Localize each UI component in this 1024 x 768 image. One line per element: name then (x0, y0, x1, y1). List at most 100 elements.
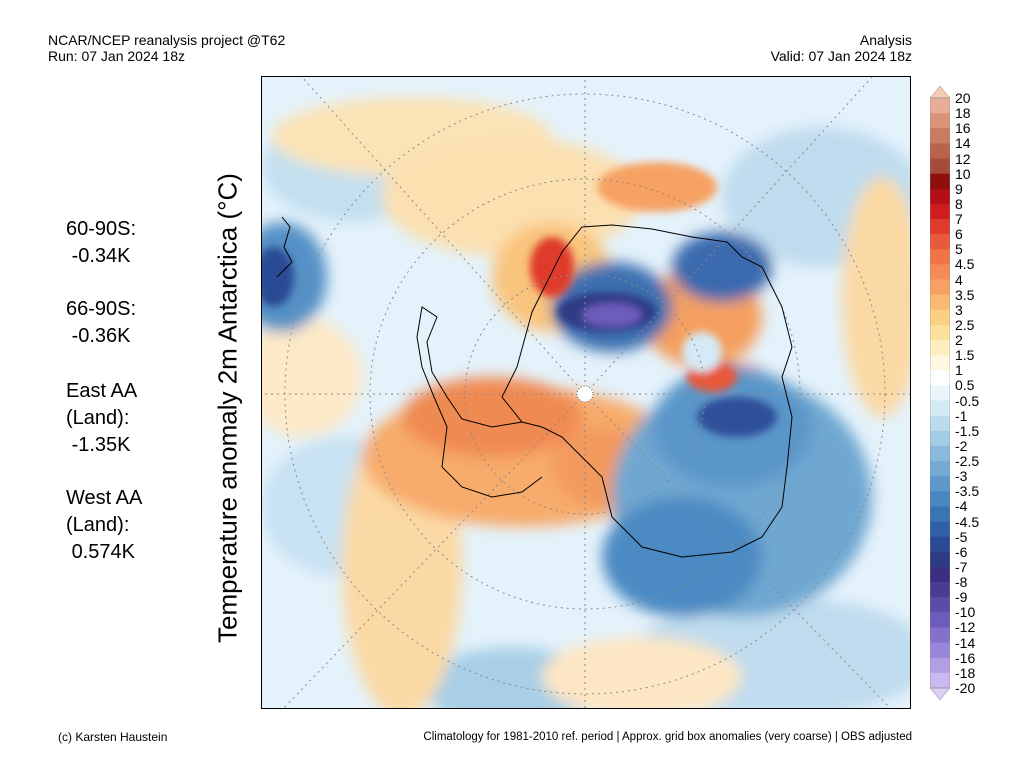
model-title: NCAR/NCEP reanalysis project @T62 (48, 32, 286, 48)
colorbar-tick-label: -6 (955, 543, 968, 560)
colorbar-cell (930, 415, 950, 432)
colorbar-cell (930, 340, 950, 356)
colorbar-tick-label: 9 (955, 180, 963, 197)
colorbar-tick-label: 18 (955, 105, 971, 122)
colorbar-cell (930, 203, 950, 220)
credit-text: (c) Karsten Haustein (58, 730, 168, 744)
stat-60-90s: 60-90S: -0.34K (66, 216, 136, 270)
colorbar-tick-label: 7 (955, 211, 963, 228)
colorbar-tick-label: -4.5 (955, 513, 980, 530)
colorbar-tick-label: -7 (955, 558, 968, 575)
colorbar-tick-label: -2.5 (955, 453, 980, 470)
colorbar-tick-label: -10 (955, 604, 976, 621)
colorbar-cell (930, 370, 950, 386)
colorbar-tick-label: -3 (955, 468, 968, 485)
analysis-label: Analysis (859, 32, 912, 48)
colorbar-cell (930, 385, 950, 401)
colorbar-tick-label: -3.5 (955, 483, 980, 500)
colorbar-cell (930, 143, 950, 159)
colorbar-tick-label: 5 (955, 241, 963, 258)
colorbar (930, 86, 950, 700)
colorbar-cell (930, 551, 950, 568)
colorbar-tick-label: -4 (955, 498, 968, 515)
anomaly-map (261, 76, 911, 709)
colorbar-cell (930, 264, 950, 280)
colorbar-cell (930, 597, 950, 613)
map-axis-title: Temperature anomaly 2m Antarctica (°C) (212, 173, 243, 643)
colorbar-cell (930, 582, 950, 598)
colorbar-tick-label: -18 (955, 664, 976, 681)
colorbar-tick-label: -14 (955, 634, 976, 651)
colorbar-tick-label: 16 (955, 120, 971, 137)
colorbar-tick-label: -12 (955, 619, 976, 636)
colorbar-cell (930, 234, 950, 250)
climatology-note: Climatology for 1981-2010 ref. period | … (423, 731, 912, 743)
colorbar-tick-label: 12 (955, 150, 971, 167)
colorbar-cell (930, 324, 950, 341)
colorbar-tick-label: -0.5 (955, 392, 980, 409)
colorbar-cell (930, 672, 950, 689)
south-america-coastline (276, 216, 293, 278)
colorbar-tick-label: -9 (955, 589, 968, 606)
colorbar-cell (930, 173, 950, 190)
colorbar-cell (930, 309, 950, 326)
stat-east-aa: East AA (Land): -1.35K (66, 378, 137, 459)
colorbar-tick-label: 10 (955, 165, 971, 182)
stat-west-aa: West AA (Land): 0.574K (66, 485, 142, 566)
colorbar-tick-label: 1.5 (955, 347, 975, 364)
anomaly-shading (262, 97, 910, 708)
colorbar-tick-label: -16 (955, 649, 976, 666)
south-pole-marker (576, 385, 594, 403)
colorbar-top-arrow (930, 86, 950, 99)
stat-label: 60-90S: (66, 218, 137, 240)
colorbar-cell (930, 113, 950, 129)
colorbar-tick-label: 2 (955, 332, 963, 349)
colorbar-cell (930, 566, 950, 583)
colorbar-tick-label: 6 (955, 226, 963, 243)
anomaly-extremes (262, 162, 777, 437)
colorbar-tick-label: 2.5 (955, 316, 975, 333)
stat-value: -0.34K (71, 245, 131, 267)
colorbar-cell (930, 491, 950, 507)
colorbar-tick-label: -5 (955, 528, 968, 545)
stat-label: 66-90S: (66, 298, 137, 320)
colorbar-tick-label: 14 (955, 135, 971, 152)
colorbar-cell (930, 506, 950, 522)
stat-label: East AA (Land): (66, 380, 138, 429)
colorbar-cell (930, 445, 950, 462)
colorbar-cell (930, 612, 950, 628)
colorbar-cell (930, 400, 950, 416)
colorbar-tick-label: 8 (955, 195, 963, 212)
colorbar-cell (930, 219, 950, 235)
colorbar-cell (930, 355, 950, 371)
colorbar-tick-label: -1 (955, 407, 968, 424)
run-time: Run: 07 Jan 2024 18z (48, 48, 185, 64)
colorbar-tick-label: 3.5 (955, 286, 975, 303)
colorbar-tick-label: 4 (955, 271, 963, 288)
colorbar-tick-label: 4.5 (955, 256, 975, 273)
colorbar-cell (930, 158, 950, 174)
stat-value: -1.35K (71, 434, 131, 456)
colorbar-cell (930, 657, 950, 674)
colorbar-tick-label: -20 (955, 680, 976, 696)
colorbar-cell (930, 536, 950, 553)
stat-66-90s: 66-90S: -0.36K (66, 296, 136, 350)
colorbar-bottom-arrow (930, 687, 950, 700)
antarctic-peninsula-coastline (416, 306, 543, 498)
colorbar-cell (930, 294, 950, 311)
colorbar-cell (930, 430, 950, 447)
colorbar-cell (930, 461, 950, 477)
colorbar-tick-label: -8 (955, 574, 968, 591)
colorbar-tick-label: 1 (955, 362, 963, 379)
graticule (262, 77, 910, 708)
colorbar-tick-label: -2 (955, 437, 968, 454)
colorbar-cell (930, 128, 950, 144)
colorbar-tick-label: 20 (955, 90, 971, 106)
colorbar-cell (930, 98, 950, 114)
stat-value: 0.574K (71, 541, 135, 563)
antarctica-coastline (501, 224, 793, 558)
anomaly-field (262, 77, 910, 708)
colorbar-tick-label: 0.5 (955, 377, 975, 394)
colorbar-cell (930, 521, 950, 538)
colorbar-cell (930, 627, 950, 643)
